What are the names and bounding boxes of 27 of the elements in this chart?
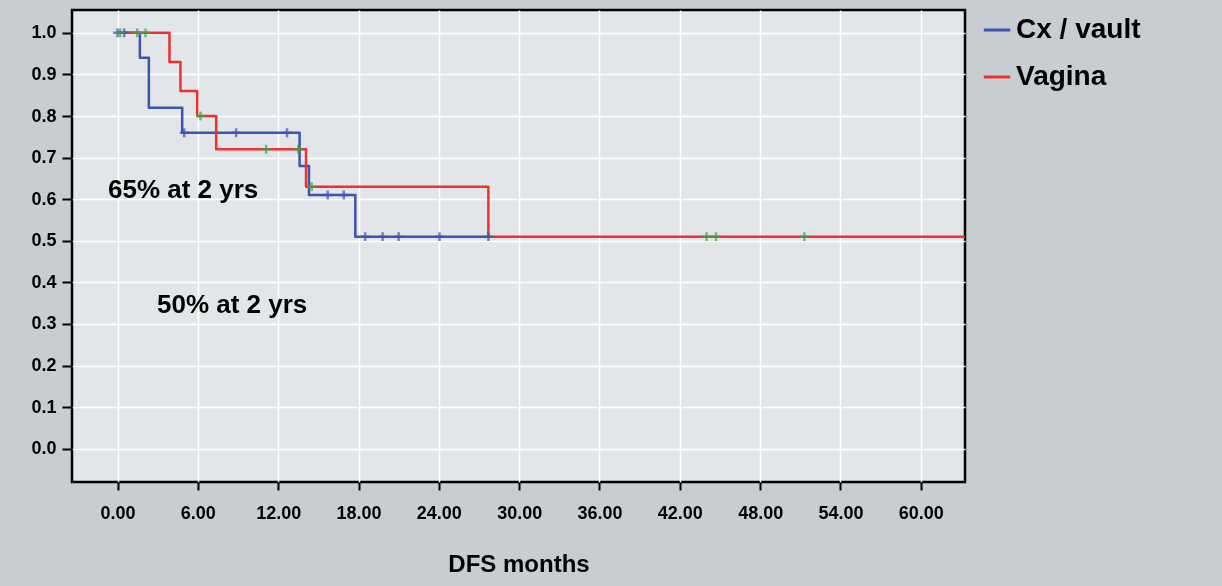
y-tick-label: 0.3 [31,313,57,334]
y-tick-label: 0.6 [31,188,57,209]
y-tick-label: 0.2 [31,355,57,376]
y-tick-label: 0.5 [31,230,57,251]
y-tick-label: 0.0 [31,438,57,459]
annotation: 65% at 2 yrs [108,174,259,204]
x-tick-label: 6.00 [180,502,216,523]
x-tick-label: 0.00 [100,502,136,523]
x-tick-label: 48.00 [738,502,784,523]
x-tick-label: 18.00 [336,502,382,523]
x-tick-label: 42.00 [657,502,703,523]
x-tick-label: 30.00 [497,502,543,523]
x-tick-label: 60.00 [898,502,944,523]
legend-label: Cx / vault [1016,13,1141,44]
y-tick-label: 0.9 [31,63,57,84]
y-tick-label: 0.1 [31,396,57,417]
x-axis-title: DFS months [448,549,590,577]
x-tick-label: 54.00 [818,502,864,523]
legend-label: Vagina [1016,60,1107,91]
y-tick-label: 1.0 [31,22,57,43]
y-tick-label: 0.8 [31,105,57,126]
annotation: 50% at 2 yrs [157,289,308,319]
x-tick-label: 12.00 [256,502,302,523]
y-tick-label: 0.4 [31,271,57,292]
x-tick-label: 24.00 [416,502,462,523]
y-tick-label: 0.7 [31,147,57,168]
x-tick-label: 36.00 [577,502,623,523]
